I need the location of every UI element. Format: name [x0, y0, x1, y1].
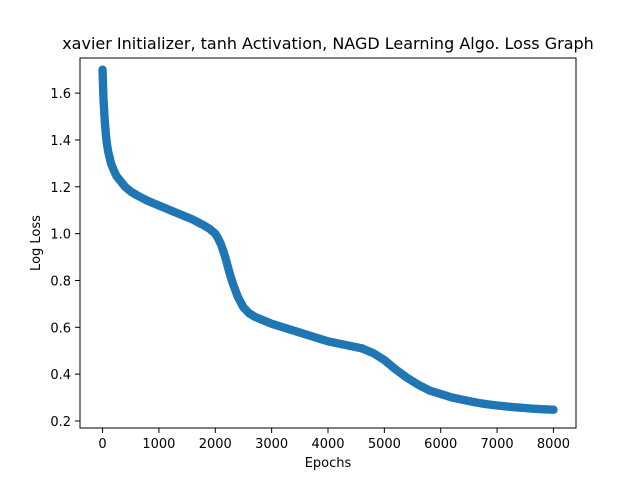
plot-frame	[79, 57, 577, 429]
y-tick-label: 1.4	[50, 134, 71, 149]
x-tick-label: 7000	[481, 437, 514, 452]
y-axis: 0.2 0.4 0.6 0.8 1.0 1.2 1.4 1.6	[50, 87, 80, 430]
x-axis: 0 1000 2000 3000 4000 5000 6000 7000 8000	[98, 428, 570, 452]
y-tick-label: 0.4	[50, 368, 71, 383]
x-tick-label: 3000	[255, 437, 288, 452]
y-axis-label: Log Loss	[29, 215, 44, 271]
x-tick-label: 4000	[311, 437, 344, 452]
x-tick-label: 2000	[199, 437, 232, 452]
data-point	[549, 405, 558, 414]
chart-title: xavier Initializer, tanh Activation, NAG…	[62, 34, 594, 53]
x-tick-label: 5000	[368, 437, 401, 452]
y-tick-label: 1.2	[50, 181, 71, 196]
x-tick-label: 6000	[424, 437, 457, 452]
x-axis-label: Epochs	[305, 456, 352, 471]
y-tick-label: 1.0	[50, 228, 71, 243]
x-tick-label: 0	[98, 437, 106, 452]
y-tick-label: 0.2	[50, 415, 71, 430]
plot-area	[98, 65, 558, 414]
y-tick-label: 0.6	[50, 321, 71, 336]
x-tick-label: 8000	[537, 437, 570, 452]
y-tick-label: 0.8	[50, 274, 71, 289]
y-tick-label: 1.6	[50, 87, 71, 102]
x-tick-label: 1000	[142, 437, 175, 452]
